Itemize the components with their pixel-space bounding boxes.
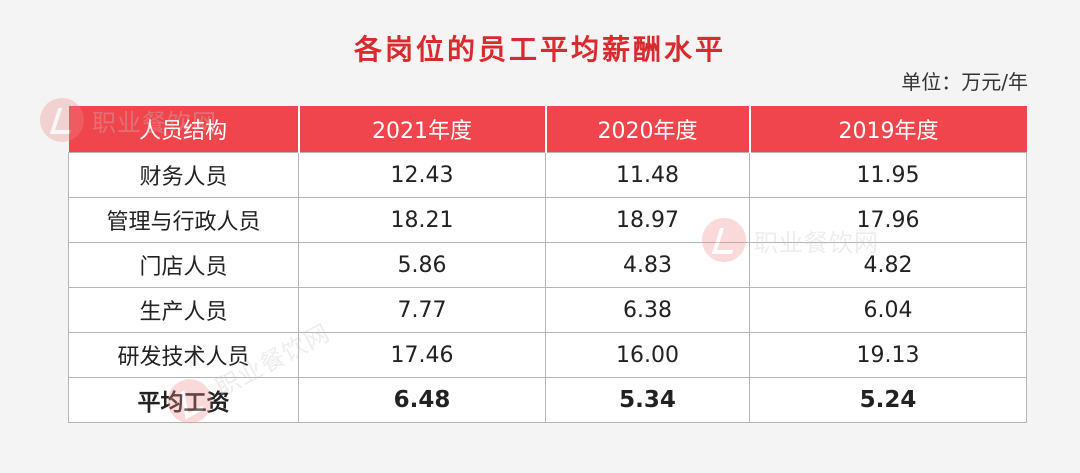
- value-cell: 11.95: [749, 152, 1027, 198]
- table-row: 生产人员 7.77 6.38 6.04: [68, 287, 1027, 333]
- value-cell: 19.13: [749, 332, 1027, 378]
- value-cell: 16.00: [545, 332, 750, 378]
- table-row: 门店人员 5.86 4.83 4.82: [68, 242, 1027, 288]
- row-label-cell: 门店人员: [68, 242, 299, 288]
- header-cell-category: 人员结构: [68, 106, 299, 153]
- header-cell-2019: 2019年度: [748, 106, 1027, 153]
- value-cell: 4.82: [749, 242, 1027, 288]
- unit-label: 单位：万元/年: [901, 70, 1028, 94]
- value-cell: 17.96: [749, 197, 1027, 243]
- row-label-cell: 管理与行政人员: [68, 197, 299, 243]
- table-header-row: 人员结构 2021年度 2020年度 2019年度: [68, 106, 1027, 153]
- table-row: 研发技术人员 17.46 16.00 19.13: [68, 332, 1027, 378]
- value-cell: 5.86: [298, 242, 546, 288]
- header-cell-2020: 2020年度: [544, 106, 750, 153]
- header-cell-2021: 2021年度: [297, 106, 546, 153]
- value-cell: 5.34: [545, 377, 750, 423]
- table-row: 管理与行政人员 18.21 18.97 17.96: [68, 197, 1027, 243]
- value-cell: 6.48: [298, 377, 546, 423]
- row-label-cell: 财务人员: [68, 152, 299, 198]
- chart-title: 各岗位的员工平均薪酬水平: [353, 33, 726, 66]
- value-cell: 18.21: [298, 197, 546, 243]
- value-cell: 4.83: [545, 242, 750, 288]
- value-cell: 6.04: [749, 287, 1027, 333]
- value-cell: 7.77: [298, 287, 546, 333]
- row-label-cell: 生产人员: [68, 287, 299, 333]
- value-cell: 12.43: [298, 152, 546, 198]
- row-label-cell: 研发技术人员: [68, 332, 299, 378]
- value-cell: 5.24: [749, 377, 1027, 423]
- value-cell: 18.97: [545, 197, 750, 243]
- table-row: 财务人员 12.43 11.48 11.95: [68, 152, 1027, 198]
- value-cell: 11.48: [545, 152, 750, 198]
- average-row: 平均工资 6.48 5.34 5.24: [68, 377, 1027, 423]
- value-cell: 6.38: [545, 287, 750, 333]
- value-cell: 17.46: [298, 332, 546, 378]
- salary-table: 人员结构 2021年度 2020年度 2019年度 财务人员 12.43 11.…: [68, 106, 1027, 423]
- row-label-cell: 平均工资: [68, 377, 299, 423]
